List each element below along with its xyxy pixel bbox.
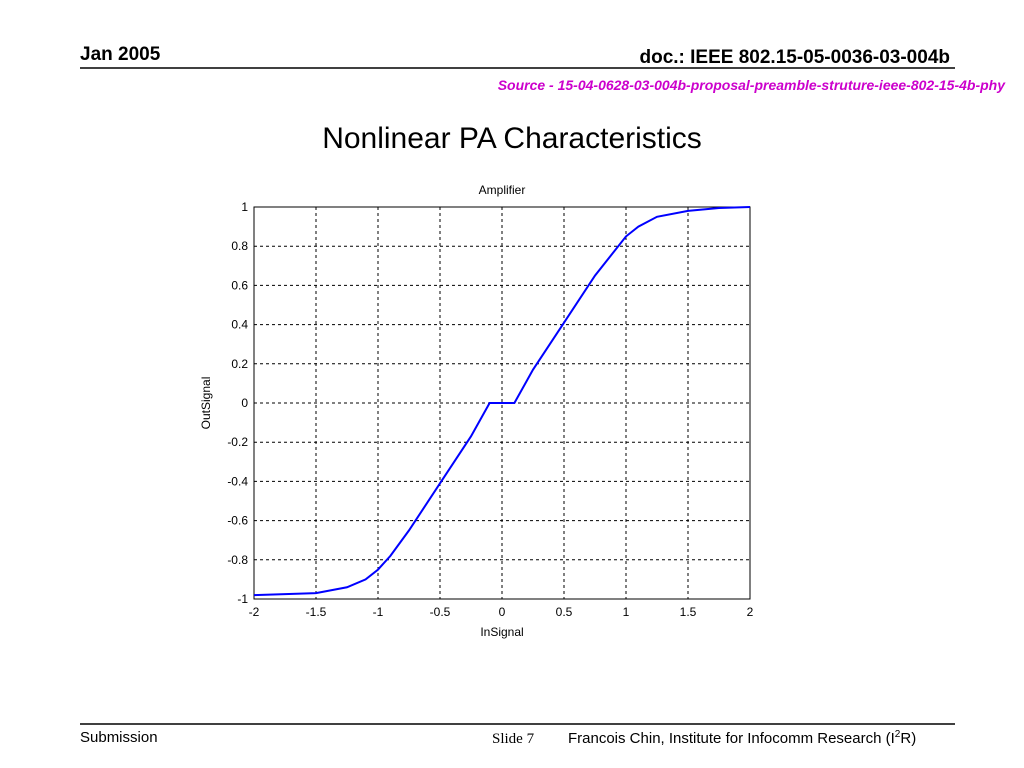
chart-title: Amplifier <box>479 183 526 197</box>
chart: -1 -0.8 -0.6 -0.4 -0.2 0 0.2 0.4 0.6 0.8 1 -2 -1.5 -1… <box>199 183 754 639</box>
x-tick-label: 1 <box>623 605 630 619</box>
y-tick-label: 0 <box>241 396 248 410</box>
y-axis-label: OutSignal <box>199 377 213 430</box>
x-tick-label: 2 <box>747 605 754 619</box>
header-doc: doc.: IEEE 802.15-05-0036-03-004b <box>639 47 950 68</box>
x-tick-label: -2 <box>249 605 260 619</box>
x-tick-label: 0 <box>499 605 506 619</box>
plot-frame <box>253 206 751 600</box>
x-tick-label: -1 <box>373 605 384 619</box>
y-tick-label: 1 <box>241 200 248 214</box>
y-tick-label: -0.8 <box>227 553 248 567</box>
header-date: Jan 2005 <box>80 44 161 65</box>
y-tick-label: 0.2 <box>231 357 248 371</box>
author-sup: 2 <box>895 729 901 740</box>
x-tick-label: 1.5 <box>680 605 697 619</box>
footer-left: Submission <box>80 729 158 746</box>
x-tick-label: 0.5 <box>556 605 573 619</box>
header-source: Source - 15-04-0628-03-004b-proposal-pre… <box>498 77 1007 93</box>
footer-slide: Slide 7 <box>492 731 535 747</box>
slide-title: Nonlinear PA Characteristics <box>322 122 702 155</box>
y-tick-label: -0.6 <box>227 514 248 528</box>
data-line <box>253 206 751 597</box>
x-axis-label: InSignal <box>480 625 523 639</box>
y-tick-label: -0.4 <box>227 474 248 488</box>
y-tick-label: 0.4 <box>231 318 248 332</box>
footer-author: Francois Chin, Institute for Infocomm Re… <box>568 729 916 747</box>
y-tick-label: 0.8 <box>231 239 248 253</box>
author-text: R) <box>900 730 916 747</box>
x-tick-label: -1.5 <box>306 605 327 619</box>
y-tick-label: 0.6 <box>231 278 248 292</box>
author-text: Francois Chin, Institute for Infocomm Re… <box>568 730 895 747</box>
x-tick-label: -0.5 <box>430 605 451 619</box>
y-tick-label: -1 <box>237 592 248 606</box>
y-tick-label: -0.2 <box>227 435 248 449</box>
